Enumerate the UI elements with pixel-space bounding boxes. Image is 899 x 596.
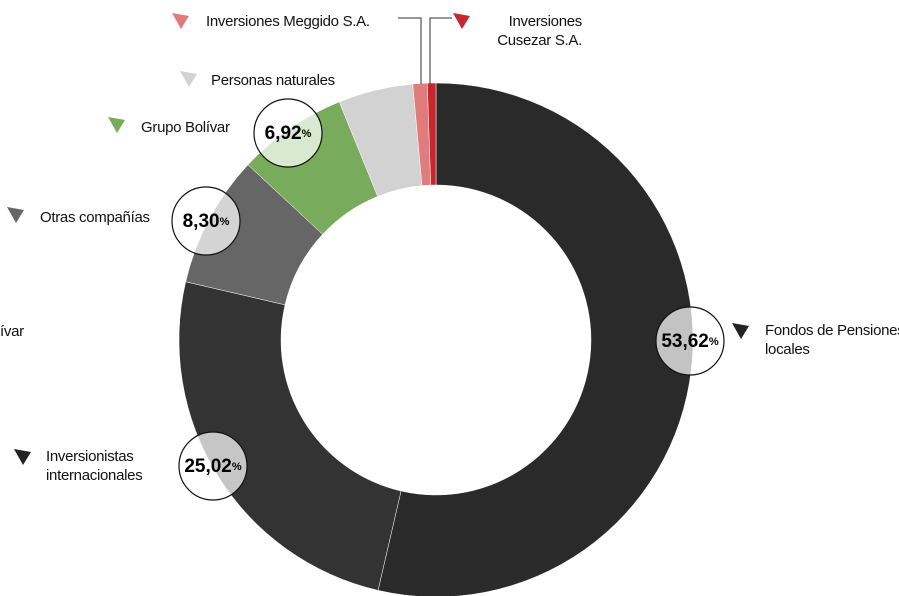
value-label-unit: % xyxy=(302,128,312,140)
ring xyxy=(178,82,694,596)
donut-segment xyxy=(178,281,402,591)
legend-marker xyxy=(7,207,24,223)
category-label: Personas naturales xyxy=(211,72,335,89)
legend-marker xyxy=(172,13,189,29)
connector xyxy=(398,17,422,84)
value-label-number: 8,30 xyxy=(183,211,220,232)
annotation: ívar xyxy=(0,323,24,340)
category-label: Grupo Bolívar xyxy=(141,119,230,136)
value-label: 53,62% xyxy=(661,331,719,352)
connectors xyxy=(398,17,452,84)
category-label: Inversiones Cusezar S.A. xyxy=(497,13,582,49)
value-label-badge xyxy=(253,98,323,168)
value-label-badge xyxy=(171,186,241,256)
value-label-unit: % xyxy=(709,336,719,348)
connector xyxy=(429,17,452,84)
legend-marker xyxy=(180,71,197,87)
value-label: 6,92% xyxy=(265,123,312,144)
legend-marker xyxy=(14,449,31,465)
category-label: Inversiones Meggido S.A. xyxy=(206,13,370,30)
value-label-number: 25,02 xyxy=(184,456,232,477)
value-label-number: 53,62 xyxy=(661,331,709,352)
legend-marker xyxy=(453,13,470,29)
donut-segment xyxy=(377,82,694,596)
value-labels: 53,62%25,02%8,30%6,92% xyxy=(171,98,725,501)
value-label-number: 6,92 xyxy=(265,123,302,144)
legend-markers xyxy=(7,13,749,465)
category-label: Inversionistas internacionales xyxy=(46,448,143,484)
category-label: Otras compañías xyxy=(40,209,150,226)
value-label: 8,30% xyxy=(183,211,230,232)
legend-marker xyxy=(108,117,125,133)
value-label: 25,02% xyxy=(184,456,242,477)
legend-marker xyxy=(732,323,749,339)
value-label-badge xyxy=(178,431,248,501)
value-label-unit: % xyxy=(232,461,242,473)
category-label: Fondos de Pensiones locales xyxy=(765,322,899,358)
value-label-unit: % xyxy=(220,216,230,228)
value-label-badge xyxy=(655,306,725,376)
